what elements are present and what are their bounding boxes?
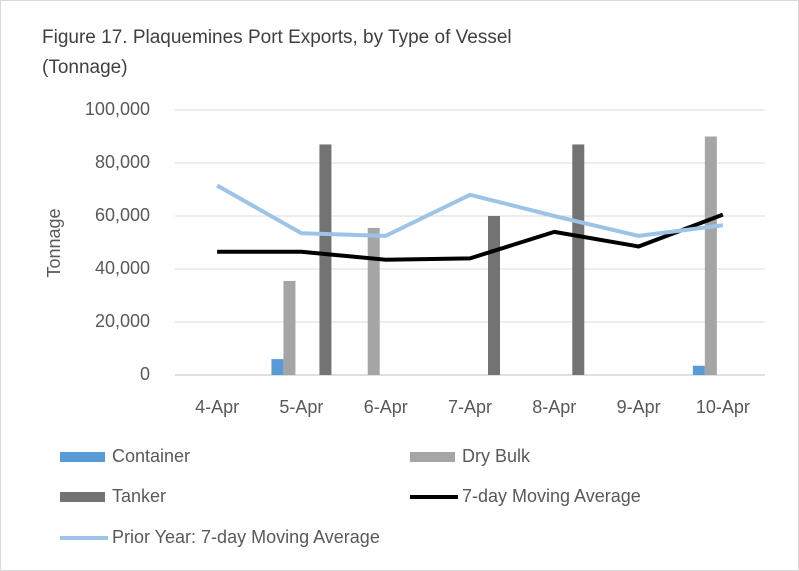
y-tick-label: 40,000 [95,258,150,278]
x-tick-label: 9-Apr [617,397,661,417]
chart-title: Figure 17. Plaquemines Port Exports, by … [42,27,512,48]
y-tick-label: 20,000 [95,311,150,331]
legend-label: 7-day Moving Average [462,486,641,506]
legend-swatch [60,492,105,502]
legend-label: Prior Year: 7-day Moving Average [112,527,380,547]
bar [572,144,585,375]
legend-label: Container [112,446,190,466]
bar [692,365,705,375]
x-tick-label: 8-Apr [532,397,576,417]
bar [367,227,380,375]
y-tick-label: 60,000 [95,205,150,225]
line [217,212,724,262]
y-axis-label: Tonnage [44,208,64,277]
legend-label: Dry Bulk [462,446,531,466]
legend-swatch [60,452,105,462]
x-tick-label: 7-Apr [448,397,492,417]
x-tick-label: 5-Apr [279,397,323,417]
line [216,183,724,238]
chart-subtitle: (Tonnage) [42,57,128,78]
bar [704,136,717,375]
y-tick-label: 0 [140,364,150,384]
x-tick-label: 6-Apr [364,397,408,417]
bar [283,280,296,375]
legend-label: Tanker [112,486,166,506]
bar [271,359,284,375]
bar [319,144,332,375]
x-tick-label: 10-Apr [696,397,750,417]
bar [488,216,500,375]
y-tick-label: 80,000 [95,152,150,172]
x-tick-label: 4-Apr [195,397,239,417]
legend-swatch [410,452,455,462]
y-tick-label: 100,000 [85,99,150,119]
